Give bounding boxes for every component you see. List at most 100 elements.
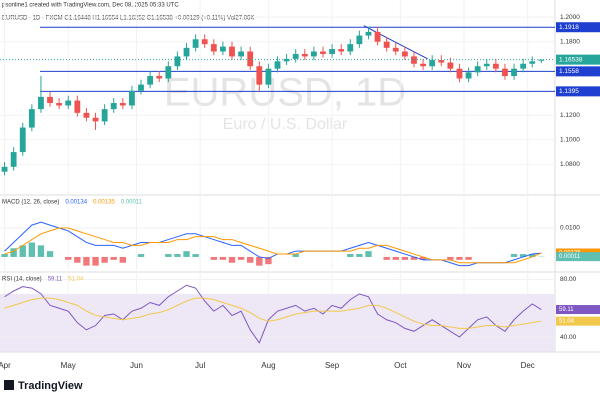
candle-body [38, 97, 44, 109]
level-label: 1.1558 [559, 68, 579, 75]
candle-body [138, 85, 144, 91]
candle-body [238, 52, 244, 57]
histogram-bar [402, 257, 408, 260]
histogram-bar [456, 257, 462, 260]
histogram-bar [511, 254, 517, 257]
candle-body [229, 47, 235, 57]
histogram-bar [192, 254, 198, 257]
candle-body [256, 66, 262, 84]
value-tag-label: 59.11 [559, 307, 574, 313]
histogram-bar [101, 257, 107, 263]
last-price-label: 1.16538 [559, 56, 583, 63]
candle-body [47, 97, 53, 103]
candle-body [93, 118, 99, 122]
candle-body [247, 52, 253, 67]
candle-body [11, 152, 17, 167]
candle-body [347, 44, 353, 51]
histogram-bar [229, 257, 235, 263]
histogram-bar [120, 257, 126, 263]
histogram-bar [138, 254, 144, 257]
candle-body [466, 72, 472, 78]
candle-body [502, 69, 508, 76]
y-tick-label: 1.1000 [560, 137, 580, 144]
candle-body [65, 101, 71, 106]
candle-body [193, 39, 199, 48]
logo: TradingView [18, 380, 83, 392]
candle-body [165, 66, 171, 78]
indicator-value: 59.11 [48, 277, 63, 283]
histogram-bar [211, 257, 217, 260]
candle-body [275, 61, 281, 68]
candle-body [393, 48, 399, 52]
x-tick-label: Jul [195, 361, 205, 370]
value-tag-label: 51.04 [559, 319, 575, 325]
histogram-bar [247, 257, 253, 263]
histogram-bar [111, 257, 117, 260]
histogram-bar [356, 254, 362, 257]
candle-body [438, 60, 444, 62]
candle-body [147, 76, 153, 85]
indicator-title: MACD (12, 26, close) [2, 200, 59, 206]
candle-body [356, 36, 362, 45]
attribution: psonline1 created with TradingView.com, … [2, 3, 179, 9]
indicator-value: 0.00134 [65, 200, 87, 206]
x-tick-label: Sep [325, 361, 340, 370]
symbol-header: EURUSD · 1D · FXCM O1.16448 H1.16554 L1.… [2, 16, 254, 22]
candle-body [311, 52, 317, 57]
y-tick-label: 80.00 [560, 276, 577, 283]
y-tick-label: 0.0100 [560, 225, 580, 232]
y-tick-label: 1.2000 [560, 14, 580, 21]
candle-body [320, 52, 326, 54]
candle-body [484, 64, 490, 66]
histogram-bar [256, 257, 262, 266]
indicator-value: 51.04 [68, 277, 84, 283]
candle-body [184, 48, 190, 57]
candle-body [511, 69, 517, 76]
candle-body [366, 32, 372, 36]
x-tick-label: Apr [0, 361, 11, 370]
candle-body [111, 103, 117, 109]
histogram-bar [47, 251, 53, 257]
histogram-bar [65, 257, 71, 260]
histogram-bar [383, 257, 389, 260]
candle-body [402, 52, 408, 57]
histogram-bar [183, 251, 189, 257]
rsi-band [0, 294, 555, 352]
candle-body [302, 54, 308, 56]
candle-body [457, 69, 463, 79]
histogram-bar [29, 242, 35, 256]
histogram-bar [165, 254, 171, 257]
candle-body [375, 32, 381, 42]
level-label: 1.1918 [559, 24, 579, 31]
histogram-bar [238, 257, 244, 260]
candle-body [29, 109, 35, 127]
x-tick-label: Dec [521, 361, 535, 370]
candle-body [293, 54, 299, 59]
candle-body [338, 49, 344, 51]
y-tick-label: 40.00 [560, 334, 577, 341]
indicator-value: 0.00011 [121, 200, 143, 206]
candle-body [384, 42, 390, 48]
candle-body [429, 60, 435, 66]
candle-body [74, 101, 80, 113]
x-tick-label: May [61, 361, 76, 370]
histogram-bar [92, 257, 98, 266]
candle-body [520, 64, 526, 69]
level-label: 1.1395 [559, 88, 579, 95]
candle-body [20, 128, 26, 153]
candle-body [329, 49, 335, 54]
y-tick-label: 1.1200 [560, 112, 580, 119]
x-tick-label: Nov [457, 361, 471, 370]
histogram-bar [1, 254, 7, 257]
watermark-subtitle: Euro / U.S. Dollar [223, 116, 348, 133]
x-tick-label: Jun [130, 361, 143, 370]
candle-body [2, 167, 8, 172]
candle-body [447, 63, 453, 69]
logo-icon [4, 380, 14, 390]
x-tick-label: Aug [261, 361, 275, 370]
indicator-title: RSI (14, close) [2, 277, 42, 283]
histogram-bar [174, 254, 180, 257]
candle-body [475, 66, 481, 72]
histogram-bar [220, 257, 226, 260]
